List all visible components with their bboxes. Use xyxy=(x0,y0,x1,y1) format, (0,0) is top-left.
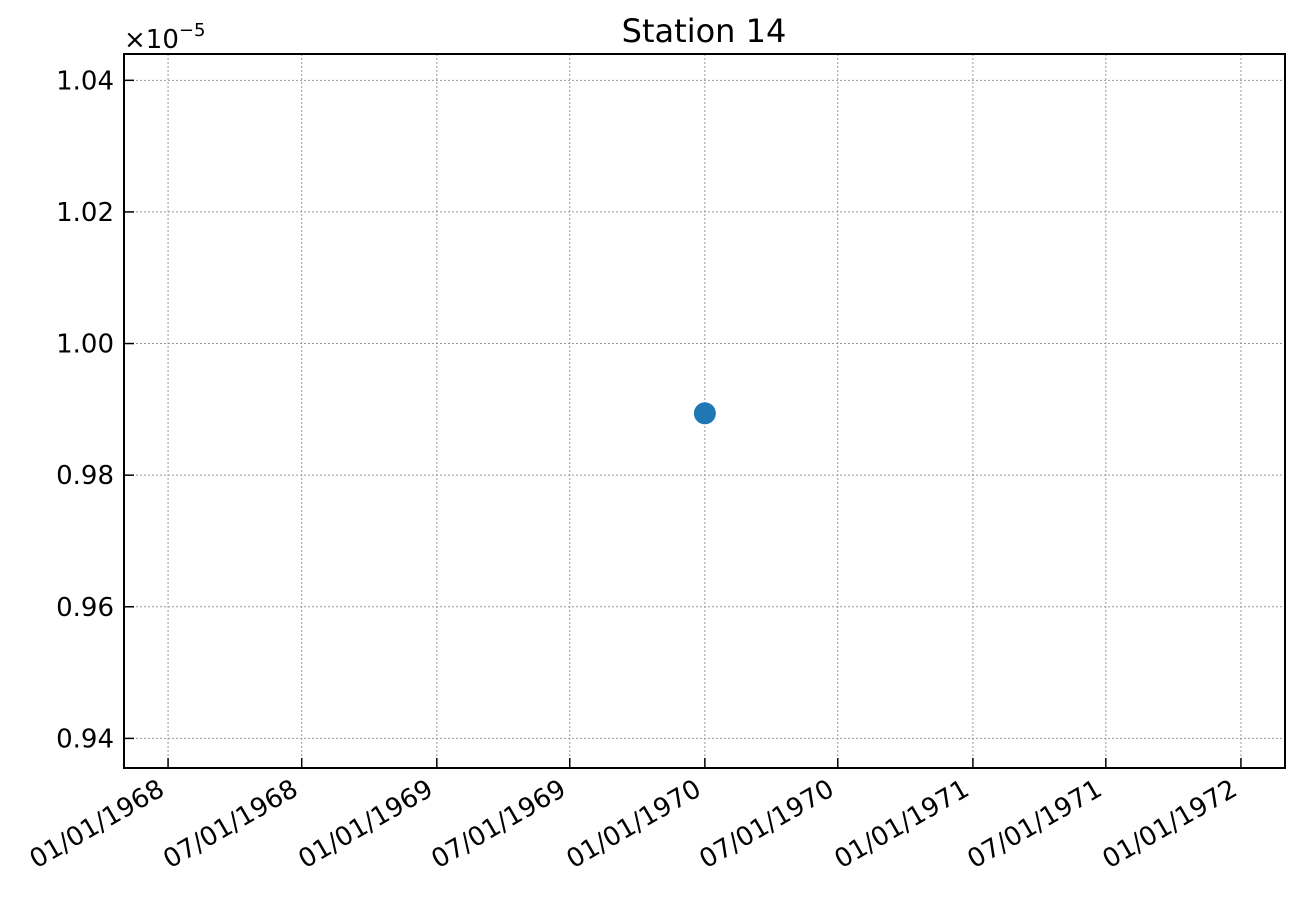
x-axis: 01/01/196807/01/196801/01/196907/01/1969… xyxy=(25,758,1243,875)
y-tick-label: 0.98 xyxy=(56,461,114,491)
y-tick-label: 0.96 xyxy=(56,593,114,623)
data-point xyxy=(693,402,716,425)
chart-title: Station 14 xyxy=(622,12,787,50)
gridlines xyxy=(124,54,1285,768)
y-offset-text: ×10−5 xyxy=(124,20,205,55)
y-tick-label: 0.94 xyxy=(56,724,114,754)
x-tick-label: 01/01/1969 xyxy=(294,774,439,875)
x-tick-label: 01/01/1972 xyxy=(1098,774,1243,875)
x-tick-label: 07/01/1969 xyxy=(426,774,571,875)
y-axis: 0.94 0.96 0.98 1.00 1.02 1.04 xyxy=(56,66,134,754)
x-tick-label: 07/01/1968 xyxy=(158,774,303,875)
data-points xyxy=(693,402,716,425)
x-tick-label: 07/01/1971 xyxy=(963,774,1108,875)
plot-frame xyxy=(123,53,1286,769)
x-tick-label: 01/01/1971 xyxy=(830,774,975,875)
x-tick-label: 01/01/1968 xyxy=(25,774,170,875)
x-tick-label: 01/01/1970 xyxy=(562,774,707,875)
y-tick-label: 1.04 xyxy=(56,66,114,96)
y-tick-label: 1.00 xyxy=(56,330,114,360)
x-tick-label: 07/01/1970 xyxy=(695,774,840,875)
y-tick-label: 1.02 xyxy=(56,198,114,228)
